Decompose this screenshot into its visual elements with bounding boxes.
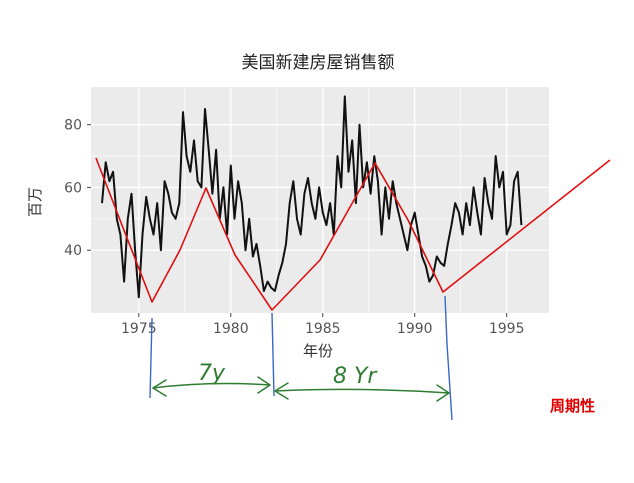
- series-layer: [101, 95, 523, 299]
- periodicity-note: 周期性: [550, 397, 595, 415]
- x-tick-label: 1985: [305, 321, 341, 337]
- trend-overlay: [95, 157, 611, 311]
- grid-lines: [91, 87, 549, 313]
- cycle-label-1: 7y: [198, 361, 226, 386]
- cycle-arrow-1: [152, 376, 271, 397]
- x-tick-label: 1995: [489, 321, 525, 337]
- cycle-marker-1991: [444, 295, 453, 421]
- x-tick-label: 1980: [213, 321, 249, 337]
- y-axis-title: 百万: [26, 187, 44, 217]
- y-tick-label: 40: [64, 243, 82, 259]
- cycle-label-2: 8 Yr: [333, 364, 378, 389]
- x-tick-label: 1975: [121, 321, 157, 337]
- series-line: [101, 95, 523, 299]
- chart-title: 美国新建房屋销售额: [242, 53, 395, 73]
- cycle-marker-1982: [271, 312, 275, 397]
- cycle-marker-1975: [149, 317, 153, 399]
- x-axis-title: 年份: [303, 342, 333, 360]
- x-tick-label: 1990: [397, 321, 433, 337]
- cycle-arrow-2: [274, 382, 450, 402]
- y-tick-label: 80: [64, 118, 82, 134]
- axis-ticks: 1975 1980 1985 1990 1995 40 60 80: [64, 118, 524, 337]
- y-tick-label: 60: [64, 180, 82, 196]
